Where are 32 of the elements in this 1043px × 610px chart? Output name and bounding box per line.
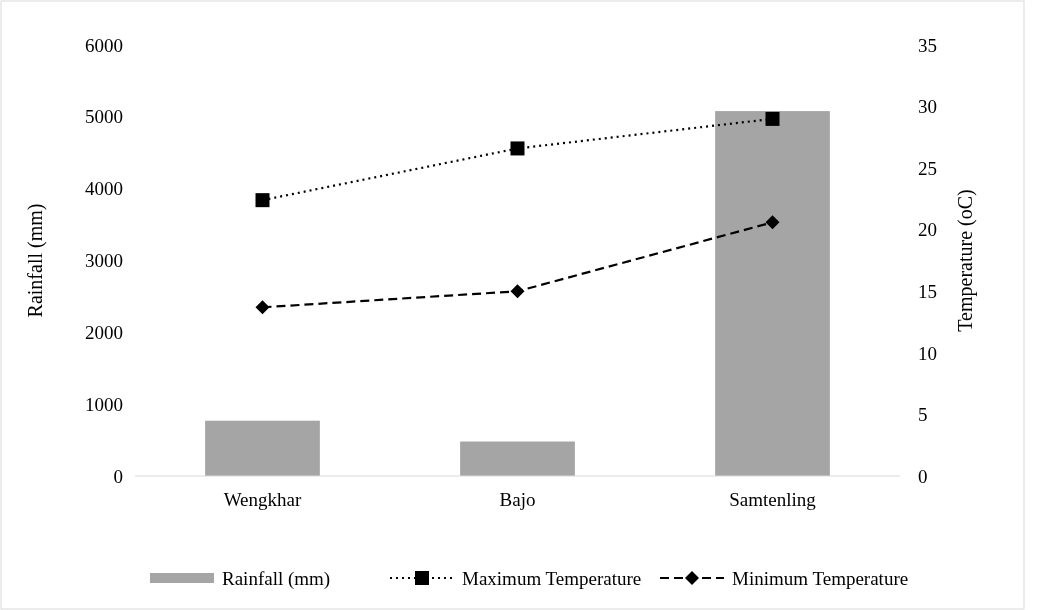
y-tick-label: 4000 — [85, 178, 123, 200]
y-axis-title: Rainfall (mm) — [24, 203, 47, 318]
x-tick-label: Bajo — [499, 489, 536, 510]
point — [765, 111, 780, 126]
bar — [460, 441, 575, 476]
bar — [715, 111, 830, 476]
x-tick-label: Samtenling — [729, 489, 817, 510]
y2-tick-label: 25 — [918, 157, 937, 179]
y-tick-label: 6000 — [85, 34, 123, 56]
y-tick-label: 5000 — [85, 106, 123, 128]
point — [765, 215, 780, 230]
point — [510, 284, 525, 299]
y-tick-label: 0 — [113, 465, 123, 487]
y-tick-label: 1000 — [85, 393, 123, 415]
y2-tick-label: 5 — [918, 404, 928, 426]
y-tick-label: 2000 — [85, 321, 123, 343]
legend-label: Rainfall (mm) — [222, 567, 331, 590]
point — [510, 141, 525, 156]
y2-axis-title: Temperature (oC) — [954, 189, 977, 332]
x-tick-label: Wengkhar — [223, 489, 302, 510]
point — [255, 300, 270, 315]
y2-tick-label: 20 — [918, 219, 937, 241]
y2-tick-label: 15 — [918, 280, 937, 302]
y2-tick-label: 10 — [918, 342, 937, 364]
y2-tick-label: 30 — [918, 96, 937, 118]
y2-tick-label: 0 — [918, 465, 928, 487]
y2-tick-label: 35 — [918, 34, 937, 56]
legend-label: Maximum Temperature — [462, 567, 642, 589]
legend-label: Minimum Temperature — [732, 567, 909, 589]
point — [255, 193, 270, 208]
bar — [205, 420, 320, 476]
y-tick-label: 3000 — [85, 250, 123, 272]
